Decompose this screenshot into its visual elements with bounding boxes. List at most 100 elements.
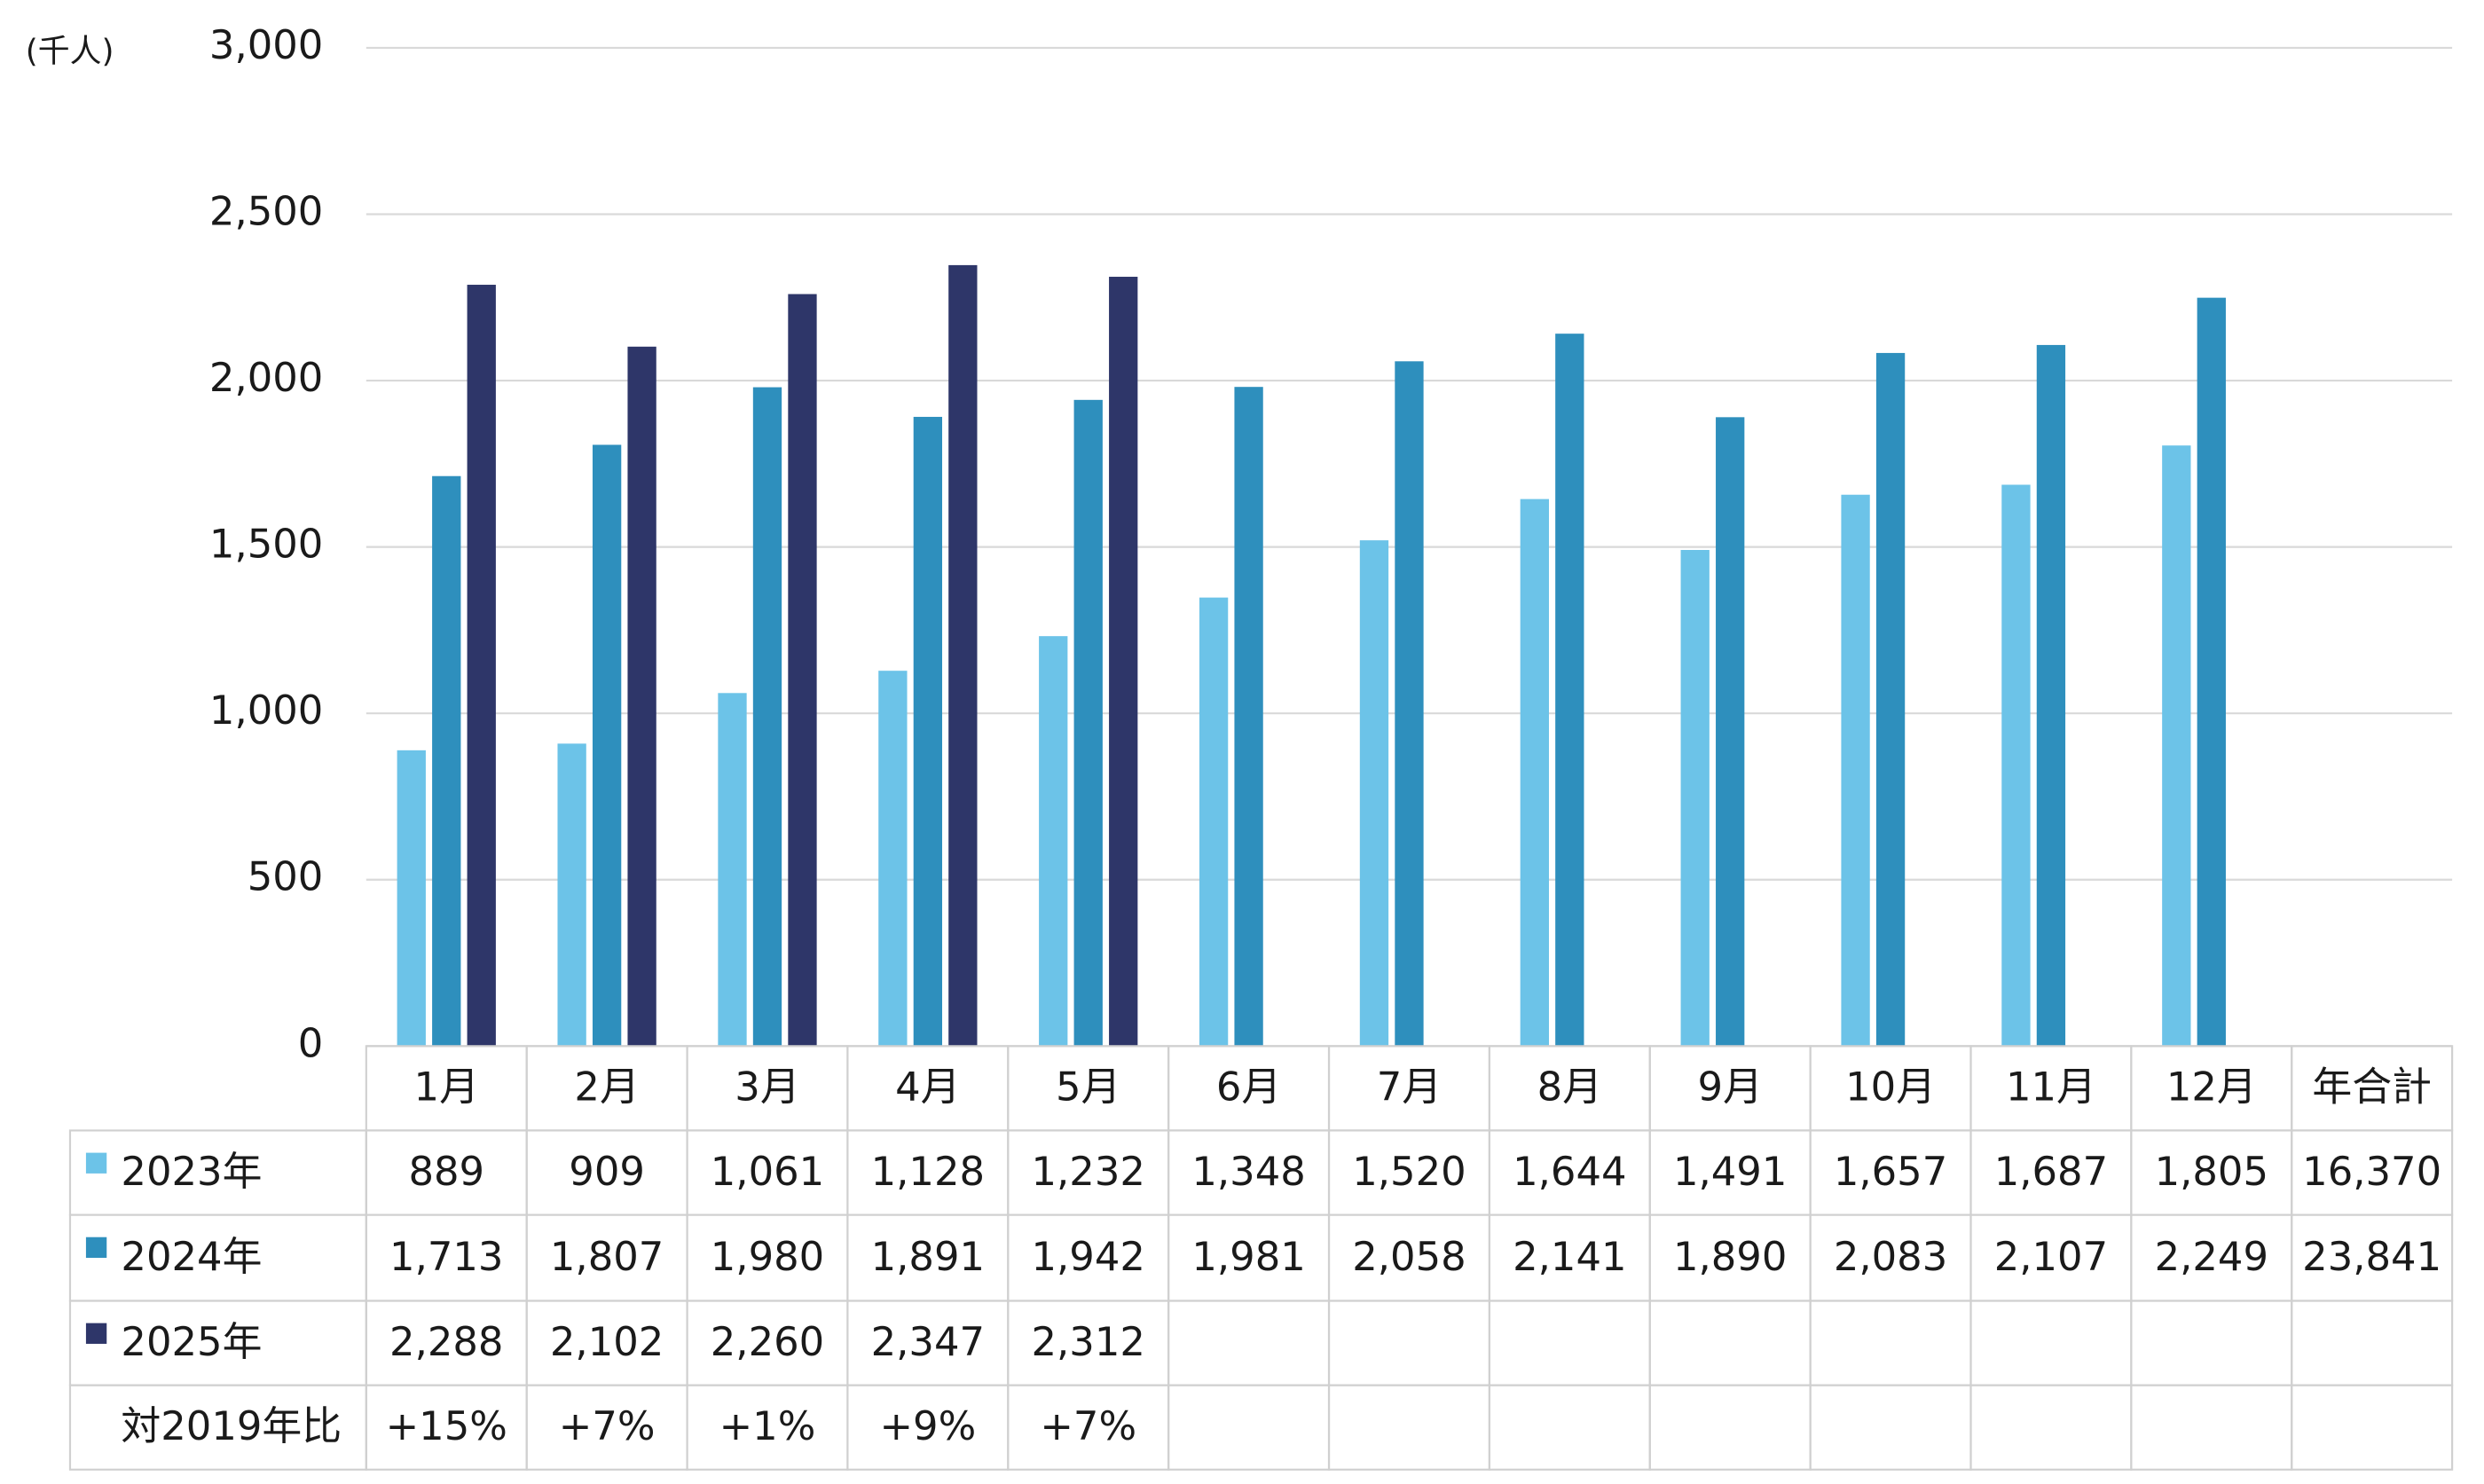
bar [913,416,943,1047]
table-header: 年合計 [2312,1064,2432,1111]
y-tick-label: 500 [248,853,324,900]
bar [788,294,817,1047]
legend-label: 2024年 [121,1233,262,1280]
legend-swatch [85,1323,107,1344]
x-tick-label: 11月 [2006,1064,2096,1111]
bar [1520,499,1549,1047]
table-cell [1167,1384,1331,1471]
table-value: 1,805 [2155,1148,2268,1195]
bar [592,444,622,1047]
ratio-value: +7% [1040,1402,1136,1449]
table-cell [1167,1299,1331,1386]
legend-label: 2023年 [121,1148,262,1195]
table-cell [2291,1384,2454,1471]
table-cell [2130,1299,2293,1386]
table-value: 1,128 [871,1148,985,1195]
ratio-value: +9% [879,1402,976,1449]
table-value: 1,713 [389,1233,503,1280]
bar [627,346,656,1047]
x-tick-label: 3月 [735,1064,799,1111]
y-tick-label: 1,500 [209,521,323,568]
bar [752,387,782,1047]
table-value: 1,520 [1352,1148,1466,1195]
y-tick-label: 0 [298,1019,324,1066]
ratio-value: +1% [719,1402,816,1449]
bar [1395,361,1424,1047]
table-value: 1,891 [871,1233,985,1280]
table-cell [1488,1299,1651,1386]
ratio-value: +7% [559,1402,656,1449]
x-tick-label: 8月 [1537,1064,1602,1111]
bar [1073,399,1103,1047]
bar [1716,417,1745,1047]
table-cell [2291,1299,2454,1386]
bar [948,264,978,1047]
bar [557,743,586,1047]
bar [1359,540,1389,1047]
table-value: 1,348 [1191,1148,1305,1195]
table-cell [1969,1299,2133,1386]
table-value: 2,102 [550,1318,664,1365]
table-value: 2,107 [1994,1233,2108,1280]
table-value: 1,644 [1513,1148,1626,1195]
table-value: 889 [408,1148,484,1195]
table-value: 1,942 [1032,1233,1145,1280]
bar [1875,352,1906,1047]
bar [1109,277,1138,1047]
table-value: 2,260 [711,1318,824,1365]
table-cell [2130,1384,2293,1471]
bar [1555,334,1584,1047]
bar [2197,297,2226,1047]
legend-swatch [85,1237,107,1259]
y-tick-label: 3,000 [209,21,323,68]
table-cell [1327,1384,1490,1471]
x-tick-label: 5月 [1056,1064,1120,1111]
x-tick-label: 10月 [1845,1064,1936,1111]
table-value: 1,232 [1032,1148,1145,1195]
table-value: 1,061 [711,1148,824,1195]
table-value: 1,981 [1191,1233,1305,1280]
bar [718,693,747,1047]
bar [2162,445,2191,1047]
bar [432,475,461,1047]
bar [1199,597,1229,1047]
table-value: 2,141 [1513,1233,1626,1280]
table-cell [1809,1384,1972,1471]
x-tick-label: 12月 [2166,1064,2257,1111]
y-tick-label: 2,500 [209,188,323,235]
x-tick-label: 6月 [1216,1064,1281,1111]
bar [1234,387,1263,1047]
table-cell [1809,1299,1972,1386]
bar [878,671,908,1047]
bar [1039,636,1068,1047]
x-tick-label: 4月 [895,1064,960,1111]
table-value: 1,491 [1673,1148,1787,1195]
bar [397,750,426,1047]
table-value: 1,807 [550,1233,664,1280]
x-tick-label: 7月 [1377,1064,1442,1111]
table-cell [1969,1384,2133,1471]
table-value: 2,083 [1834,1233,1947,1280]
ratio-value: +15% [386,1402,507,1449]
ratio-label: 対2019年比 [121,1402,342,1449]
table-cell [1488,1384,1651,1471]
table-cell [1648,1299,1812,1386]
table-value: 2,288 [389,1318,503,1365]
table-value: 909 [569,1148,645,1195]
bar [1680,550,1710,1047]
table-value: 1,980 [711,1233,824,1280]
x-tick-label: 2月 [574,1064,639,1111]
x-tick-label: 1月 [414,1064,479,1111]
bar [2036,344,2066,1047]
table-value: 2,249 [2155,1233,2268,1280]
table-cell [68,1384,367,1471]
table-value: 2,312 [1032,1318,1145,1365]
table-value: 1,890 [1673,1233,1787,1280]
table-value: 1,657 [1834,1148,1947,1195]
unit-label: (千人) [26,33,114,69]
table-value: 1,687 [1994,1148,2108,1195]
legend-label: 2025年 [121,1318,262,1365]
table-total: 16,370 [2302,1148,2441,1195]
table-cell [1648,1384,1812,1471]
